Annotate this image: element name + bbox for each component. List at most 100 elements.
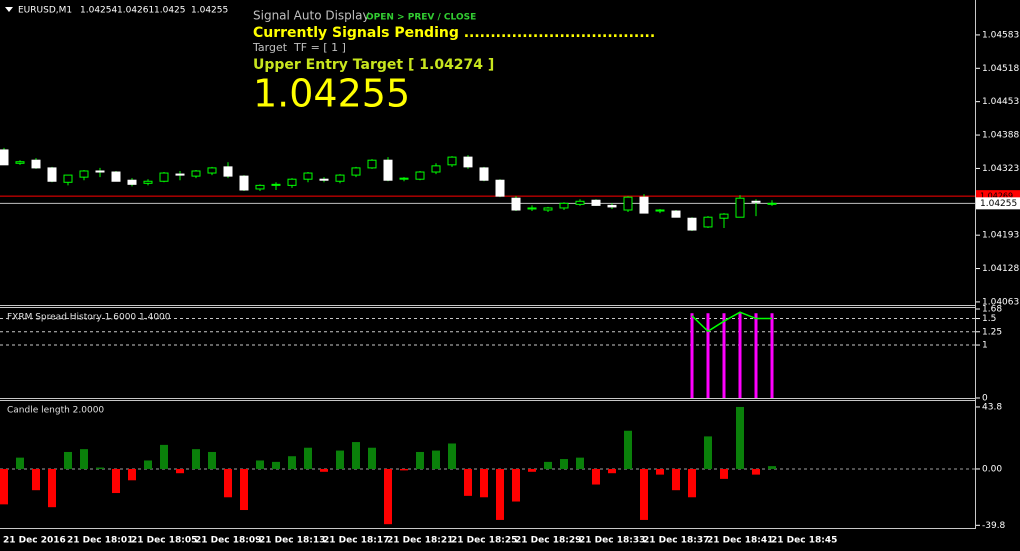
menu-arrow[interactable] [5,7,13,12]
x-tick-label: 21 Dec 18:29 [515,536,581,546]
candle-body [383,159,393,181]
candle-body [575,200,585,205]
bar [384,468,392,525]
signal-status: Currently Signals Pending ..............… [253,25,655,41]
bar [496,468,504,520]
bar [240,468,248,511]
candle-body [687,217,697,231]
candle-body [495,179,505,197]
y-tick-label: 1.04388 [982,131,1019,141]
bar [528,468,536,472]
y-tick-label: 0 [982,394,988,404]
bar [690,313,694,398]
candle-body [767,202,777,205]
x-tick-label: 21 Dec 18:25 [451,536,517,546]
y-tick-label: 1.04518 [982,64,1019,74]
candle-body [751,200,761,203]
bar [304,447,312,469]
candle-body [511,197,521,211]
candle-body [111,171,121,182]
entry-target: Upper Entry Target [ 1.04274 ] [253,57,494,73]
signal-label: Signal Auto Display [253,9,370,23]
candle-body [0,149,9,166]
candle-body [703,216,713,228]
bar [608,468,616,474]
candle-body [63,174,73,183]
candle-body [143,180,153,184]
header-open: 1.04254 [80,6,117,16]
bar [176,468,184,474]
y-tick-label: 1.68 [982,305,1002,315]
x-tick-label: 21 Dec 18:45 [771,536,837,546]
bar [560,459,568,469]
candle-body [591,199,601,206]
candle-body [159,172,169,182]
candle-body [223,166,233,177]
candle-body [31,159,41,169]
bar [720,468,728,479]
candle-body [431,165,441,173]
bar [256,460,264,469]
bar [656,468,664,475]
bar [736,406,744,469]
bar [64,451,72,469]
panel-title: Candle length 2.0000 [7,406,104,416]
candle-body [367,159,377,169]
x-tick-label: 21 Dec 18:09 [195,536,261,546]
candle-body [447,156,457,166]
candle-body [335,174,345,182]
bar [160,444,168,469]
y-tick-label: 43.8 [982,402,1002,412]
y-tick-label: 1.04128 [982,264,1019,274]
bar [706,313,710,398]
header-close: 1.04255 [191,6,228,16]
candle-body [319,178,329,181]
y-tick-label: 1.04323 [982,164,1019,174]
candle-body [271,183,281,186]
y-tick-label: 1.04453 [982,97,1019,107]
bar [688,468,696,498]
candle-body [287,178,297,186]
bar [0,468,8,505]
candle-body [191,170,201,177]
bar [400,468,408,471]
bar [448,443,456,469]
bar [80,449,88,469]
candle-body [655,209,665,212]
bar [272,461,280,469]
x-tick-label: 21 Dec 18:41 [707,536,773,546]
bar [592,468,600,485]
bar [576,457,584,469]
bar [768,466,776,469]
candle-body [399,177,409,180]
bar [544,461,552,469]
ask-price-label: 1.04269 [980,192,1013,201]
bar [48,468,56,508]
y-tick-label: 1.04583 [982,30,1019,40]
candle-body [351,167,361,176]
bar [704,436,712,469]
price-label: 1.04255 [980,199,1017,209]
x-tick-label: 21 Dec 18:37 [643,536,709,546]
bar [672,468,680,491]
bar [16,457,24,469]
candle-body [639,196,649,214]
candle-body [95,170,105,173]
candle-body [543,207,553,211]
candle-body [175,173,185,176]
candle-body [719,213,729,219]
bar [288,456,296,469]
x-tick-label: 21 Dec 18:05 [131,536,197,546]
candle-body [415,171,425,180]
candle-body [15,161,25,164]
x-tick-label: 21 Dec 18:33 [579,536,645,546]
bar [512,468,520,502]
bar [464,468,472,496]
bar [128,468,136,481]
candle-body [463,156,473,168]
bar [624,430,632,469]
candle-body [479,167,489,181]
candle-body [303,172,313,180]
